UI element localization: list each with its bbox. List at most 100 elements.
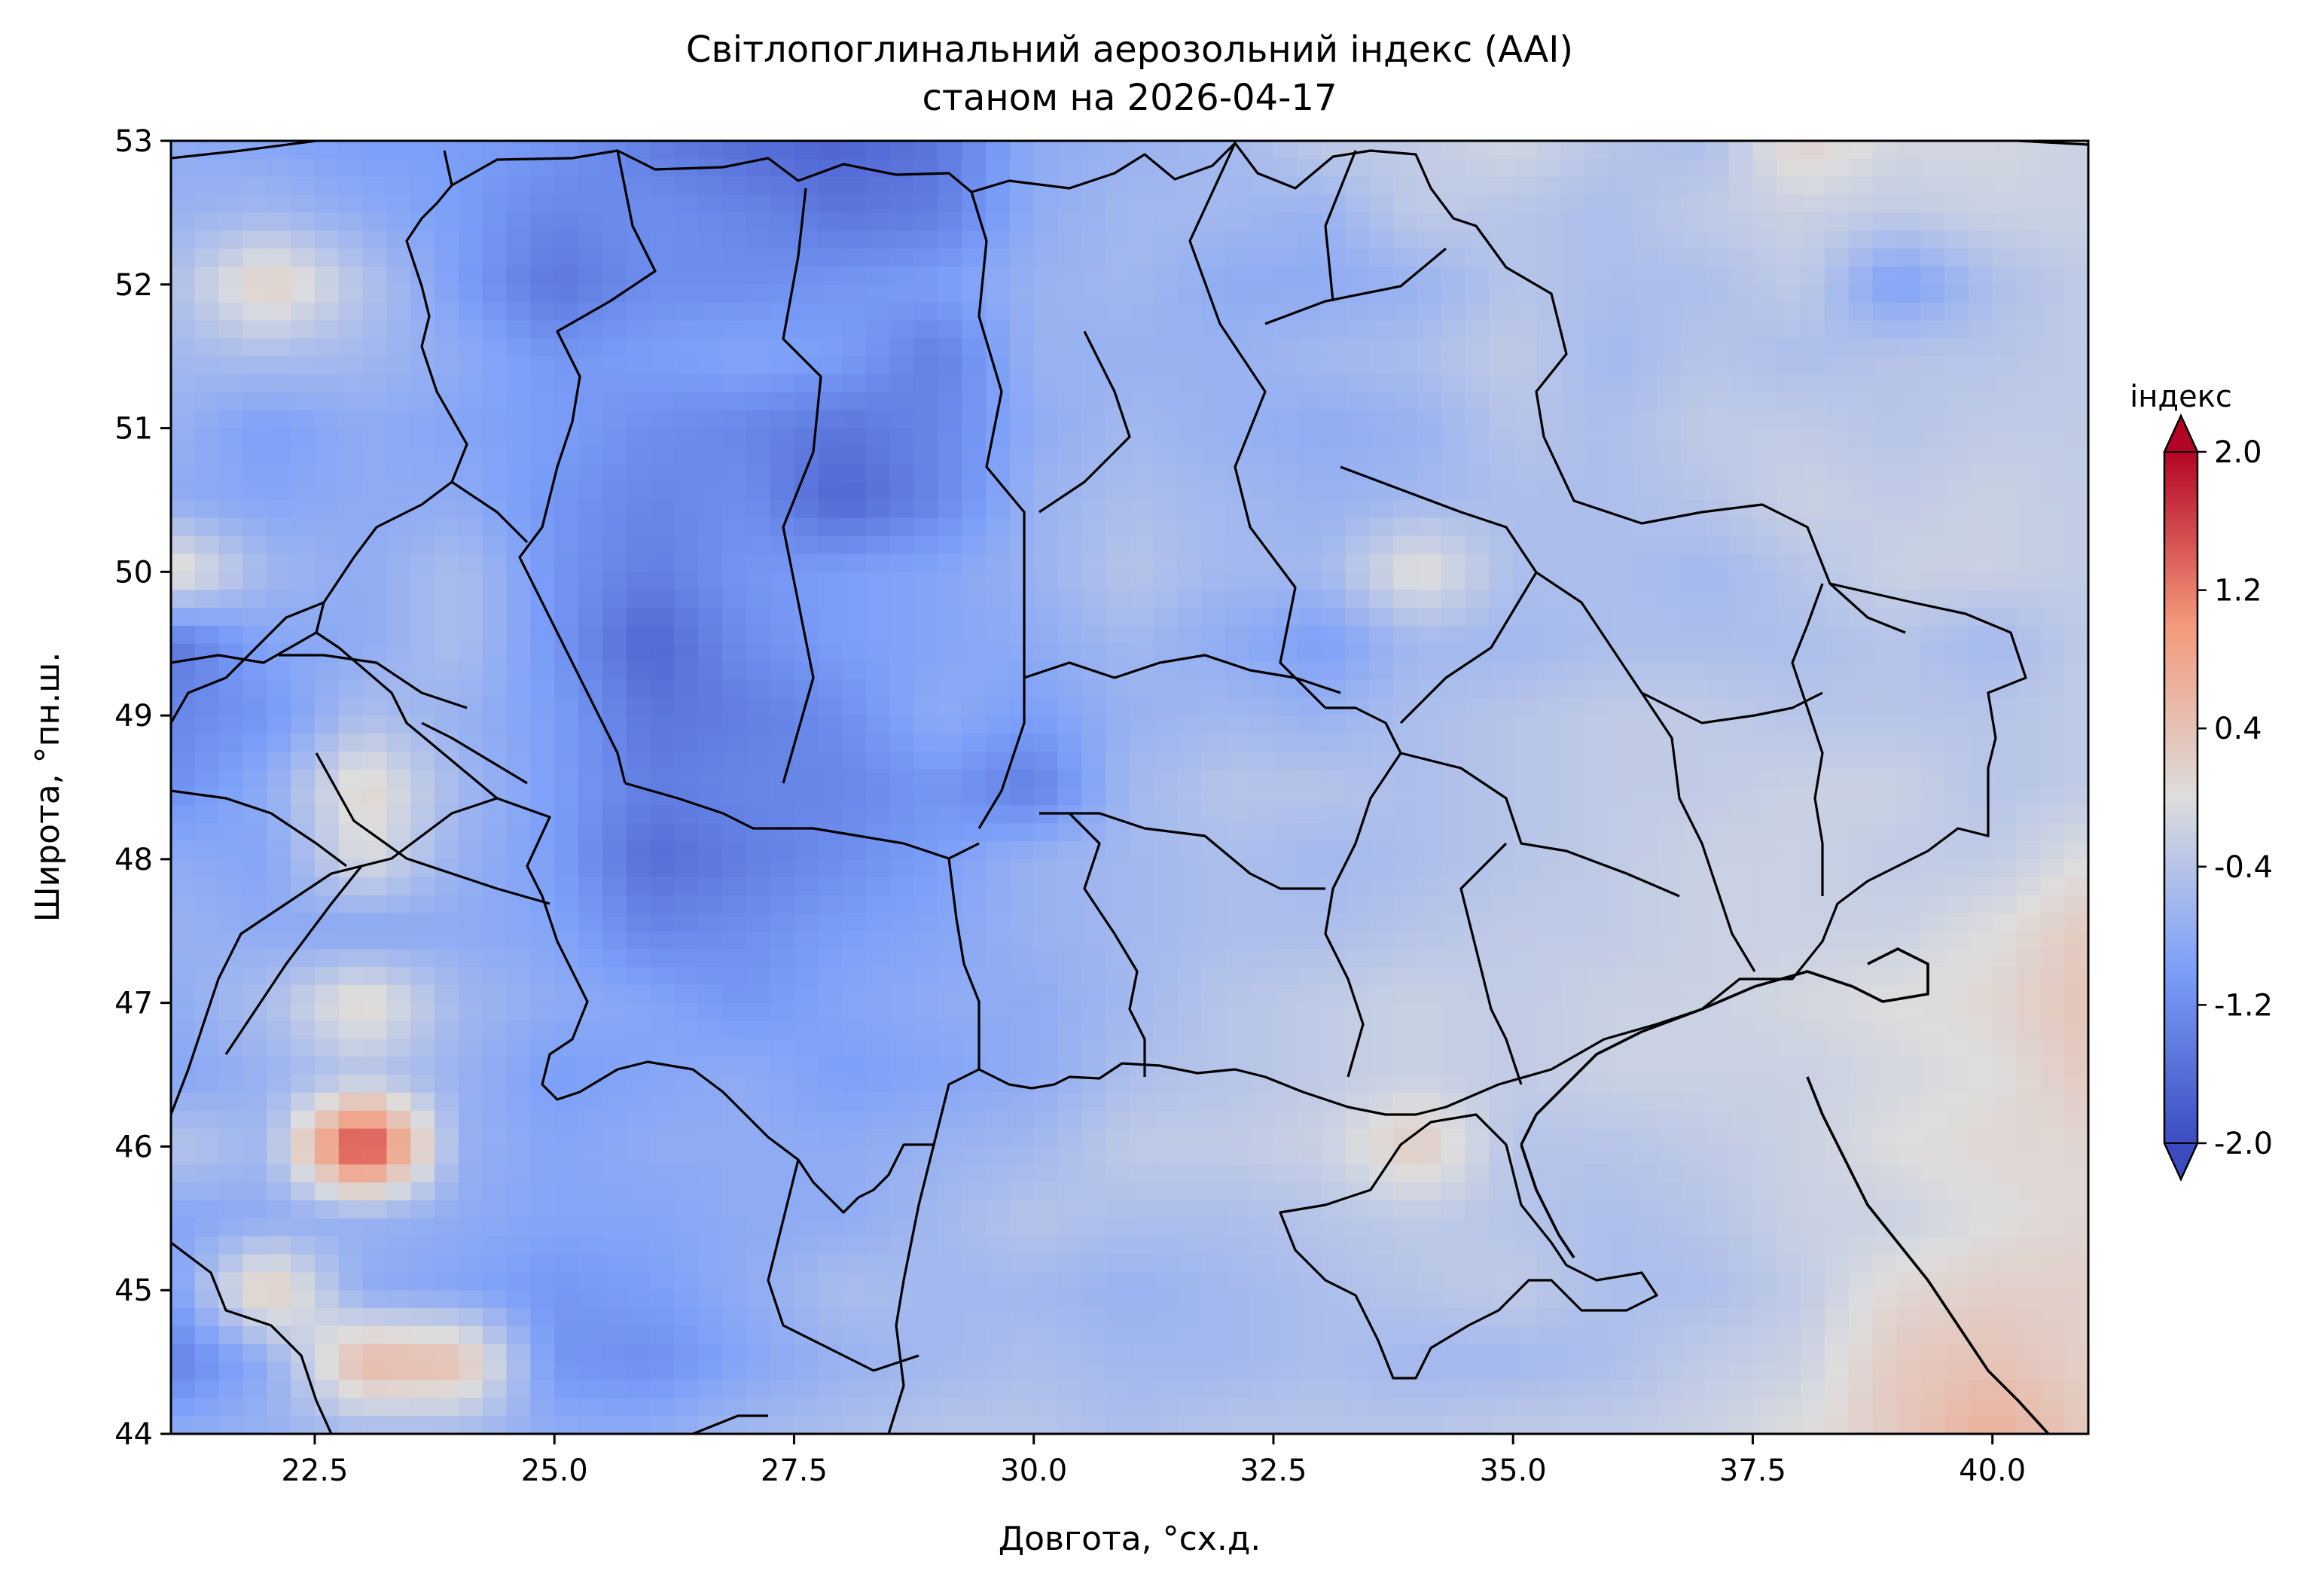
heatmap-cell <box>1081 212 1106 231</box>
heatmap-cell <box>1752 535 1777 555</box>
heatmap-cell <box>1009 158 1035 178</box>
heatmap-cell <box>314 320 340 340</box>
heatmap-cell <box>1872 572 1898 590</box>
heatmap-cell <box>506 679 532 698</box>
heatmap-cell <box>194 1236 220 1255</box>
heatmap-cell <box>1273 517 1298 537</box>
heatmap-cell <box>794 1002 819 1022</box>
heatmap-cell <box>1081 984 1106 1004</box>
heatmap-cell <box>1106 482 1130 501</box>
heatmap-cell <box>1992 1057 2017 1075</box>
heatmap-cell <box>1752 1020 1777 1040</box>
heatmap-cell <box>2064 841 2088 860</box>
heatmap-cell <box>770 392 795 411</box>
heatmap-cell <box>650 967 676 986</box>
heatmap-cell <box>722 410 747 429</box>
heatmap-cell <box>1633 212 1658 231</box>
heatmap-cell <box>1777 1075 1801 1093</box>
heatmap-cell <box>1297 895 1322 914</box>
heatmap-cell <box>674 1182 699 1201</box>
heatmap-cell <box>1968 787 1993 807</box>
heatmap-cell <box>698 464 723 483</box>
heatmap-cell <box>530 338 555 357</box>
heatmap-cell <box>602 661 627 681</box>
heatmap-cell <box>1249 1038 1274 1057</box>
heatmap-cell <box>1417 410 1442 429</box>
heatmap-cell <box>1249 1020 1274 1040</box>
heatmap-cell <box>842 913 867 932</box>
heatmap-cell <box>1273 643 1298 663</box>
heatmap-cell <box>1777 787 1801 807</box>
heatmap-cell <box>362 787 388 807</box>
heatmap-cell <box>1920 661 1945 681</box>
heatmap-cell <box>674 1164 699 1183</box>
heatmap-cell <box>218 895 244 914</box>
heatmap-cell <box>1489 1164 1514 1183</box>
heatmap-cell <box>1393 1128 1418 1148</box>
heatmap-cell <box>794 554 819 573</box>
heatmap-cell <box>1393 967 1418 986</box>
heatmap-cell <box>1872 805 1898 824</box>
heatmap-cell <box>1489 679 1514 698</box>
heatmap-cell <box>1489 249 1514 267</box>
heatmap-cell <box>435 499 459 519</box>
heatmap-cell <box>1920 284 1945 303</box>
heatmap-cell <box>410 517 435 537</box>
heatmap-cell <box>1106 212 1130 231</box>
heatmap-cell <box>2064 446 2088 465</box>
heatmap-cell <box>291 1182 316 1201</box>
heatmap-cell <box>1465 625 1490 645</box>
heatmap-cell <box>1752 751 1777 770</box>
heatmap-cell <box>506 302 532 322</box>
heatmap-cell <box>770 535 795 555</box>
heatmap-cell <box>506 1038 532 1057</box>
heatmap-cell <box>1106 1272 1130 1291</box>
heatmap-cell <box>194 949 220 968</box>
heatmap-cell <box>2064 249 2088 267</box>
heatmap-cell <box>1321 517 1347 537</box>
heatmap-cell <box>1728 338 1754 357</box>
heatmap-cell <box>1777 859 1801 878</box>
heatmap-cell <box>818 249 843 267</box>
heatmap-cell <box>386 1272 411 1291</box>
heatmap-cell <box>1657 356 1682 375</box>
heatmap-cell <box>171 1038 196 1057</box>
heatmap-cell <box>482 1254 508 1273</box>
heatmap-cell <box>1345 590 1370 608</box>
heatmap-cell <box>962 590 987 608</box>
heatmap-cell <box>650 1092 676 1112</box>
heatmap-cell <box>482 697 508 716</box>
heatmap-cell <box>1944 751 1969 770</box>
heatmap-cell <box>1704 823 1730 842</box>
heatmap-cell <box>698 949 723 968</box>
heatmap-cell <box>314 1254 340 1273</box>
heatmap-cell <box>1106 823 1130 842</box>
heatmap-cell <box>171 1182 196 1201</box>
heatmap-cell <box>938 1182 962 1201</box>
heatmap-cell <box>1537 769 1562 788</box>
heatmap-cell <box>1633 1092 1658 1112</box>
heatmap-cell <box>410 895 435 914</box>
heatmap-cell <box>1489 967 1514 986</box>
heatmap-cell <box>1968 176 1993 196</box>
heatmap-cell <box>1681 984 1706 1004</box>
heatmap-cell <box>1560 374 1586 393</box>
heatmap-cell <box>242 1038 268 1057</box>
heatmap-cell <box>1177 446 1203 465</box>
heatmap-cell <box>842 697 867 716</box>
heatmap-cell <box>1944 464 1969 483</box>
heatmap-cell <box>1417 734 1442 752</box>
heatmap-cell <box>554 1218 579 1237</box>
heatmap-cell <box>1777 1057 1801 1075</box>
heatmap-cell <box>1681 1110 1706 1130</box>
heatmap-cell <box>1752 841 1777 860</box>
heatmap-cell <box>913 1038 939 1057</box>
heatmap-cell <box>314 464 340 483</box>
heatmap-cell <box>1081 1020 1106 1040</box>
heatmap-cell <box>554 464 579 483</box>
heatmap-cell <box>171 805 196 824</box>
heatmap-cell <box>1704 805 1730 824</box>
heatmap-cell <box>1249 1128 1274 1148</box>
heatmap-cell <box>722 176 747 196</box>
heatmap-cell <box>435 194 459 214</box>
